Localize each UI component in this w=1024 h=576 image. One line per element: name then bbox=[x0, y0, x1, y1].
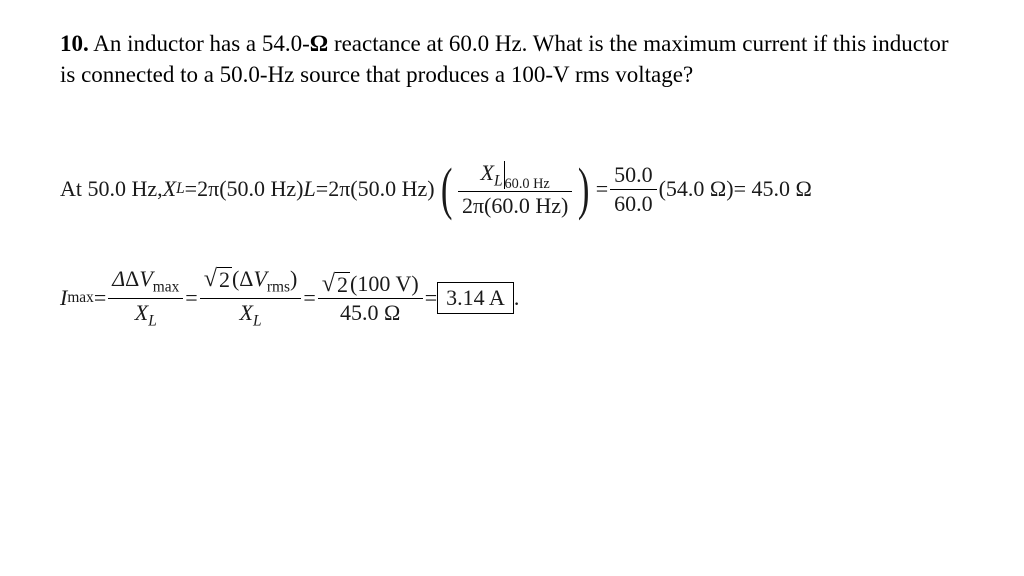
xl-den-2: X bbox=[240, 300, 253, 325]
dv-max-sub: max bbox=[153, 279, 180, 296]
equation-line-1: At 50.0 Hz, XL = 2π(50.0 Hz)L = 2π(50.0 … bbox=[60, 160, 964, 218]
equals-3: = bbox=[596, 176, 608, 202]
boxed-answer: 3.14 A bbox=[437, 282, 514, 314]
equals-4: = bbox=[94, 285, 106, 311]
problem-statement: 10. An inductor has a 54.0-Ω reactance a… bbox=[60, 28, 964, 90]
inner-den: 2π(60.0 Hz) bbox=[458, 193, 572, 218]
two-pi-1: 2π bbox=[197, 176, 219, 202]
ratio-den: 60.0 bbox=[610, 191, 657, 216]
problem-number: 10. bbox=[60, 31, 89, 56]
xl-result: = 45.0 Ω bbox=[734, 176, 812, 202]
l-den-2: L bbox=[253, 312, 262, 329]
dv-1: ΔΔVΔV bbox=[112, 266, 153, 291]
equals-2: = bbox=[316, 176, 328, 202]
page: 10. An inductor has a 54.0-Ω reactance a… bbox=[0, 0, 1024, 330]
i-max-sub: max bbox=[67, 289, 94, 307]
hundred-v: (100 V) bbox=[350, 271, 419, 296]
right-paren-icon: ) bbox=[578, 166, 590, 212]
equals-7: = bbox=[425, 285, 437, 311]
l-var: L bbox=[304, 176, 316, 202]
period: . bbox=[514, 285, 520, 311]
dv-rms-close: ) bbox=[290, 266, 297, 291]
l-sub: L bbox=[176, 180, 185, 198]
dv-rms-open: (ΔV bbox=[232, 266, 267, 291]
left-paren-icon: ( bbox=[440, 166, 452, 212]
problem-text-1: An inductor has a 54.0- bbox=[89, 31, 310, 56]
eval-freq: 60.0 Hz bbox=[505, 176, 550, 192]
omega-symbol: Ω bbox=[310, 31, 328, 56]
l-den-1: L bbox=[148, 312, 157, 329]
fraction-3: √2(100 V) 45.0 Ω bbox=[318, 271, 423, 325]
sqrt-2b: √2 bbox=[322, 272, 350, 297]
known-reactance: (54.0 Ω) bbox=[659, 176, 734, 202]
fraction-2: √2(ΔVrms) XL bbox=[200, 266, 302, 329]
f3-den: 45.0 Ω bbox=[336, 300, 404, 325]
prefix-text: At 50.0 Hz, bbox=[60, 176, 163, 202]
ratio-fraction: 50.0 60.0 bbox=[610, 162, 657, 216]
fraction-1: ΔΔVΔVmax XL bbox=[108, 266, 183, 329]
xl-num: X bbox=[481, 160, 494, 185]
two-pi-2: 2π bbox=[328, 176, 350, 202]
sqrt-2a: √2 bbox=[204, 267, 232, 292]
xl-num-sub: L bbox=[494, 172, 503, 189]
equals-6: = bbox=[303, 285, 315, 311]
i-var: I bbox=[60, 285, 67, 311]
big-paren-group: ( XL60.0 Hz 2π(60.0 Hz) ) bbox=[437, 160, 594, 218]
inner-fraction: XL60.0 Hz 2π(60.0 Hz) bbox=[458, 160, 572, 218]
rms-sub: rms bbox=[267, 279, 290, 296]
ratio-num: 50.0 bbox=[610, 162, 657, 187]
equals-1: = bbox=[185, 176, 197, 202]
freq-1: (50.0 Hz) bbox=[219, 176, 303, 202]
equals-5: = bbox=[185, 285, 197, 311]
freq-2: (50.0 Hz) bbox=[350, 176, 434, 202]
xl-den-1: X bbox=[135, 300, 148, 325]
equation-line-2: Imax = ΔΔVΔVmax XL = √2(ΔVrms) XL = bbox=[60, 266, 964, 329]
x-var: X bbox=[163, 176, 176, 202]
